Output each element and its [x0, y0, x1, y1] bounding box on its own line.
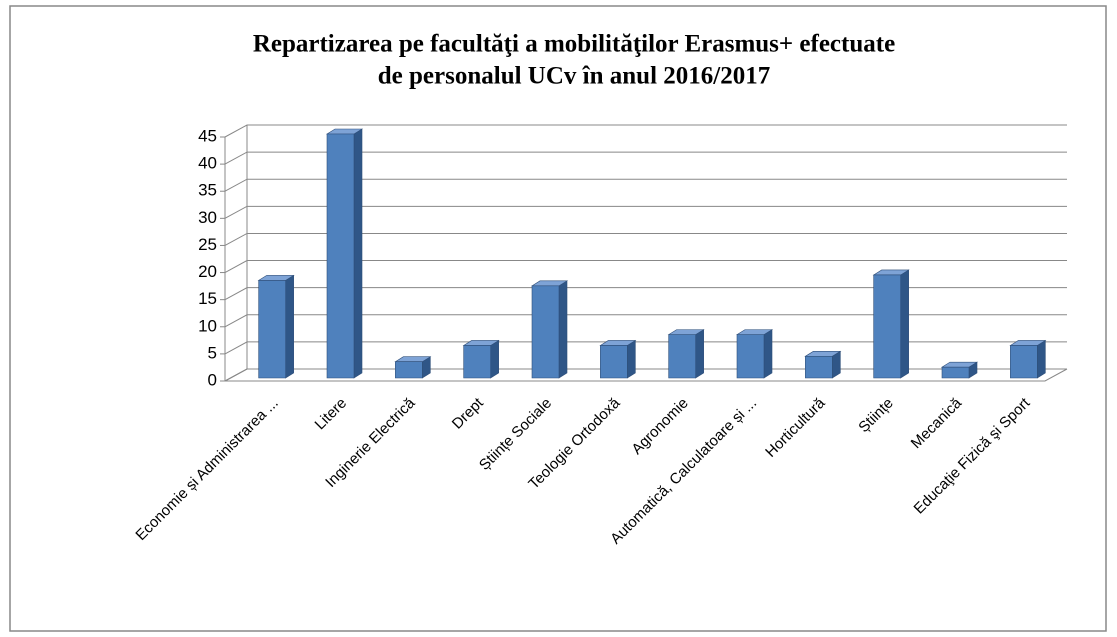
bar: [394, 356, 432, 379]
y-tick-label: 5: [208, 343, 217, 362]
back-wall-edge: [224, 137, 1068, 382]
bar-side: [900, 269, 909, 379]
bar-front: [395, 361, 423, 379]
bar-front: [941, 366, 970, 379]
y-tick-label: 0: [208, 370, 217, 389]
grid-line: [224, 232, 1067, 246]
bar-side: [490, 339, 499, 379]
bar-side: [285, 274, 294, 379]
y-tick-label: 45: [198, 126, 217, 145]
grid-line: [224, 124, 1067, 138]
bar-front: [736, 334, 765, 379]
y-tick-label: 20: [198, 262, 217, 281]
bar-front: [805, 356, 833, 379]
bar-front: [668, 334, 696, 379]
bar: [940, 361, 979, 379]
bar-front: [873, 274, 901, 379]
bar-side: [353, 128, 363, 379]
grid-line: [224, 287, 1067, 301]
bar-front: [258, 280, 286, 379]
bar-side: [763, 329, 773, 379]
bar-front: [326, 133, 355, 379]
chart-title: de personalul UCv în anul 2016/2017: [378, 63, 770, 90]
grid-line: [224, 260, 1067, 273]
grid-line: [224, 151, 1067, 165]
grid-line: [224, 314, 1067, 328]
bar-front: [463, 345, 491, 379]
y-tick-label: 40: [198, 154, 217, 173]
bar: [325, 128, 364, 379]
bar-side: [695, 329, 704, 379]
y-tick-label: 25: [198, 235, 217, 254]
y-tick-label: 35: [198, 181, 217, 200]
bar-side: [558, 280, 568, 379]
bar: [530, 280, 569, 379]
grid-line: [224, 341, 1067, 355]
y-tick-label: 10: [198, 316, 217, 335]
bar: [667, 329, 705, 379]
y-tick-label: 15: [198, 289, 217, 308]
bar: [599, 339, 637, 379]
bar-side: [627, 339, 636, 379]
grid-line: [224, 178, 1067, 192]
bar: [804, 350, 842, 379]
bar-front: [600, 345, 628, 379]
y-tick-label: 30: [198, 208, 217, 227]
grid-line: [224, 368, 1067, 382]
chart-title: Repartizarea pe facultăţi a mobilităţilo…: [253, 31, 895, 58]
bar: [735, 329, 774, 379]
bar: [462, 339, 500, 379]
bar: [257, 274, 295, 379]
bar: [1009, 339, 1047, 379]
bar-front: [531, 285, 560, 379]
bar-side: [1037, 339, 1046, 379]
grid-line: [224, 205, 1067, 219]
bar: [872, 269, 910, 379]
bar-front: [1010, 345, 1038, 379]
